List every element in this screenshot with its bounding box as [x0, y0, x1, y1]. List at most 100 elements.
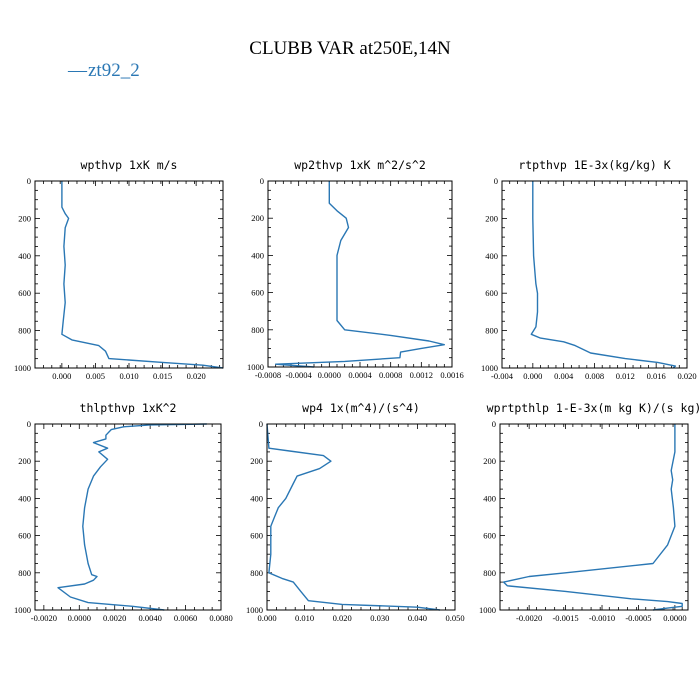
- x-tick-label: -0.0004: [286, 370, 313, 380]
- panel-1: wpthvp 1xK m/s 0 200 400 600 800 1000 0.000 0.00…: [14, 158, 224, 381]
- x-tick-label: 0.0040: [138, 613, 161, 623]
- series-line: [530, 181, 677, 369]
- legend-symbol: —: [67, 60, 88, 81]
- x-tick-label: 0.000: [257, 613, 276, 623]
- x-tick-label: 0.000: [52, 371, 71, 381]
- x-tick-label: 0.004: [554, 371, 574, 381]
- y-tick-label: 200: [18, 456, 31, 466]
- x-tick-label: 0.030: [370, 613, 389, 623]
- x-tick-label: 0.012: [616, 371, 635, 381]
- y-tick-label: 400: [18, 493, 31, 503]
- y-tick-label: 400: [485, 251, 498, 261]
- legend: — zt92_2: [67, 60, 140, 81]
- x-tick-label: 0.008: [585, 371, 604, 381]
- x-tick-label: 0.015: [153, 371, 172, 381]
- y-tick-label: 0: [260, 176, 264, 186]
- x-tick-label: 0.020: [677, 371, 696, 381]
- x-tick-label: 0.0012: [410, 370, 433, 380]
- x-tick-label: 0.0020: [103, 613, 126, 623]
- y-tick-label: 0: [259, 419, 263, 429]
- y-tick-label: 1000: [246, 605, 263, 615]
- x-tick-label: -0.0015: [552, 613, 578, 623]
- y-tick-label: 800: [18, 568, 31, 578]
- y-tick-label: 800: [485, 326, 498, 336]
- x-tick-label: 0.000: [523, 371, 542, 381]
- y-tick-label: 0: [27, 176, 31, 186]
- y-tick-label: 1000: [247, 362, 264, 372]
- panel-title: rtpthvp 1E-3x(kg/kg) K: [518, 158, 670, 172]
- x-tick-label: 0.0004: [348, 370, 372, 380]
- y-tick-label: 1000: [14, 605, 31, 615]
- y-tick-label: 600: [18, 288, 31, 298]
- x-tick-label: 0.020: [187, 371, 206, 381]
- y-tick-label: 0: [494, 176, 498, 186]
- plot-frame: [266, 423, 456, 611]
- panel-3: rtpthvp 1E-3x(kg/kg) K 0 200 400 600 800 1000-…: [481, 158, 697, 381]
- plot-frame: [34, 423, 222, 611]
- y-tick-label: 200: [250, 456, 263, 466]
- panel-title: wp2thvp 1xK m^2/s^2: [294, 158, 426, 172]
- series-line: [502, 424, 683, 611]
- x-tick-label: 0.040: [408, 613, 427, 623]
- plot-frame: [499, 423, 689, 611]
- y-tick-label: 800: [483, 568, 496, 578]
- series-line: [275, 181, 445, 368]
- panel-2: wp2thvp 1xK m^2/s^202004006008001000-0.0…: [247, 158, 464, 380]
- x-tick-label: 0.010: [295, 613, 314, 623]
- y-tick-label: 600: [18, 531, 31, 541]
- y-tick-label: 400: [251, 250, 264, 260]
- panel-4: thlpthvp 1xK^2 0 200 400 600 800 1000-0.0020 0.…: [14, 401, 233, 623]
- x-tick-label: 0.0080: [209, 613, 232, 623]
- y-tick-label: 1000: [14, 363, 31, 373]
- x-tick-label: 0.0000: [68, 613, 91, 623]
- y-tick-label: 600: [250, 531, 263, 541]
- x-tick-label: 0.010: [119, 371, 138, 381]
- x-tick-label: -0.0010: [589, 613, 615, 623]
- y-tick-label: 600: [485, 288, 498, 298]
- y-tick-label: 0: [27, 419, 31, 429]
- y-tick-label: 200: [483, 456, 496, 466]
- series-line: [61, 181, 224, 369]
- x-tick-label: 0.050: [445, 613, 464, 623]
- x-tick-label: -0.0005: [625, 613, 651, 623]
- panel-title: thlpthvp 1xK^2: [80, 401, 177, 415]
- y-tick-label: 600: [251, 288, 264, 298]
- plot-frame: [267, 180, 453, 368]
- y-tick-label: 800: [251, 325, 264, 335]
- y-tick-label: 800: [250, 568, 263, 578]
- figure-title: CLUBB VAR at250E,14N: [249, 38, 451, 59]
- x-tick-label: 0.0016: [440, 370, 463, 380]
- y-tick-label: 600: [483, 531, 496, 541]
- series-line: [57, 423, 207, 611]
- x-tick-label: -0.0020: [31, 613, 57, 623]
- x-tick-label: 0.016: [647, 371, 666, 381]
- y-tick-label: 400: [483, 493, 496, 503]
- y-tick-label: 400: [18, 251, 31, 261]
- y-tick-label: 1000: [479, 605, 496, 615]
- y-tick-label: 400: [250, 493, 263, 503]
- panel-6: wprtpthlp 1-E-3x(m kg K)/(s kg) 0 200 400 60…: [479, 401, 700, 623]
- y-tick-label: 800: [18, 326, 31, 336]
- x-tick-label: 0.0060: [174, 613, 197, 623]
- y-tick-label: 200: [18, 213, 31, 223]
- y-tick-label: 1000: [481, 363, 498, 373]
- x-tick-label: 0.005: [86, 371, 105, 381]
- x-tick-label: -0.0008: [255, 370, 281, 380]
- y-tick-label: 200: [485, 213, 498, 223]
- panel-title: wpthvp 1xK m/s: [81, 158, 178, 172]
- x-tick-label: -0.0020: [516, 613, 542, 623]
- legend-label: zt92_2: [88, 60, 140, 81]
- x-tick-label: 0.0008: [379, 370, 402, 380]
- x-tick-label: 0.020: [333, 613, 352, 623]
- plot-frame: [34, 180, 224, 369]
- panel-title: wprtpthlp 1-E-3x(m kg K)/(s kg): [487, 401, 700, 415]
- plot-frame: [501, 180, 688, 369]
- y-tick-label: 200: [251, 213, 264, 223]
- x-tick-label: 0.0000: [663, 613, 686, 623]
- x-tick-label: -0.004: [491, 371, 514, 381]
- x-tick-label: 0.0000: [318, 370, 341, 380]
- panel-title: wp4 1x(m^4)/(s^4): [302, 401, 420, 415]
